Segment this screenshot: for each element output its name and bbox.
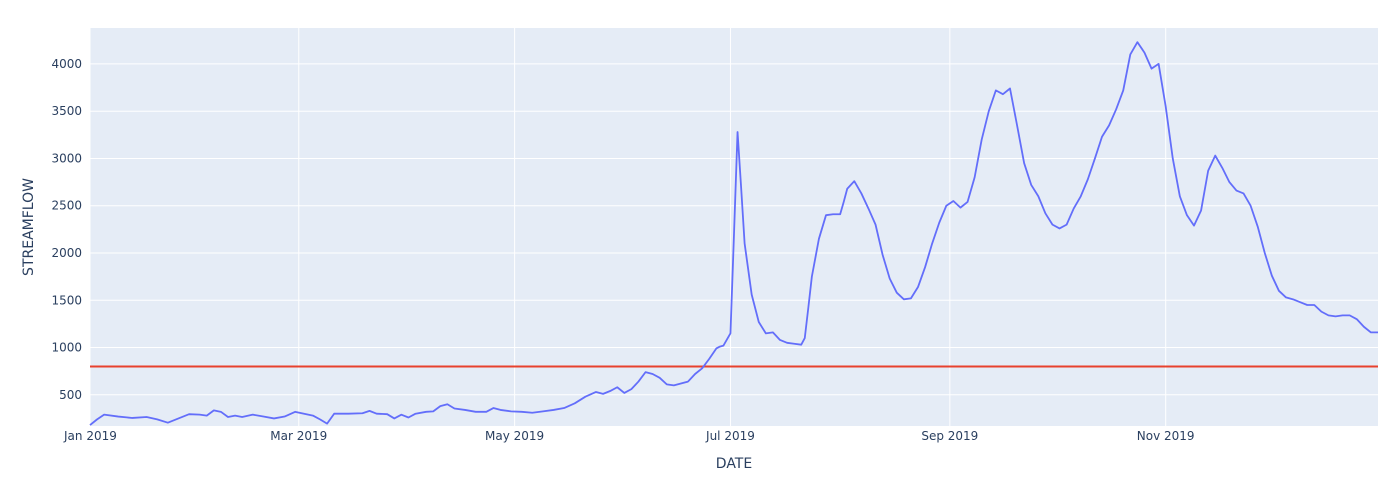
x-tick-label: Nov 2019 [1137, 429, 1195, 443]
y-tick-label: 3500 [51, 104, 82, 118]
x-axis-title: DATE [716, 456, 752, 472]
y-axis-ticks: 500 1000 1500 2000 2500 3000 3500 4000 [51, 57, 82, 402]
y-tick-label: 2000 [51, 246, 82, 260]
y-tick-label: 4000 [51, 57, 82, 71]
streamflow-series-line [89, 41, 1378, 426]
y-tick-label: 3000 [51, 151, 82, 165]
series-layer [89, 41, 1378, 426]
y-tick-label: 1500 [51, 293, 82, 307]
x-tick-label: Mar 2019 [270, 429, 327, 443]
y-axis-title: STREAMFLOW [21, 178, 37, 276]
x-tick-label: Jan 2019 [63, 429, 117, 443]
x-tick-label: May 2019 [485, 429, 544, 443]
x-axis-ticks: Jan 2019 Mar 2019 May 2019 Jul 2019 Sep 2019… [63, 429, 1195, 443]
y-tick-label: 500 [59, 388, 82, 402]
y-tick-label: 1000 [51, 341, 82, 355]
y-tick-label: 2500 [51, 199, 82, 213]
x-tick-label: Sep 2019 [921, 429, 978, 443]
x-tick-label: Jul 2019 [705, 429, 755, 443]
